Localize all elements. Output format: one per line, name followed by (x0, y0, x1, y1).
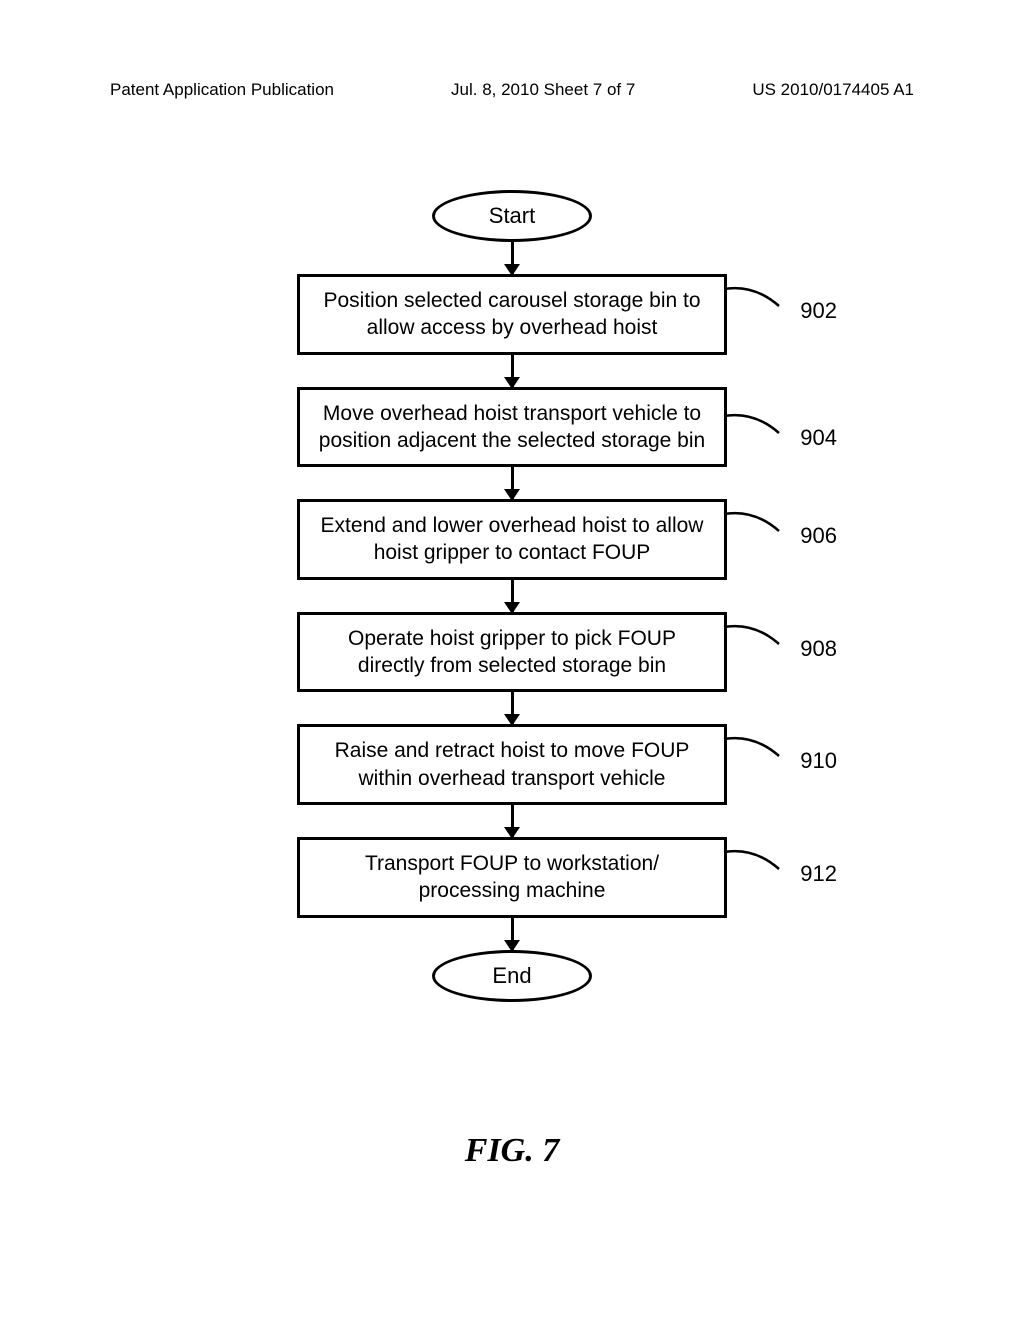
label-912: 912 (800, 861, 837, 887)
end-text: End (492, 963, 531, 989)
label-connector-906 (724, 509, 794, 539)
label-908: 908 (800, 636, 837, 662)
step-910-row: Raise and retract hoist to move FOUP wit… (192, 724, 832, 805)
step-902-text: Position selected carousel storage bin t… (323, 289, 700, 339)
step-910-text: Raise and retract hoist to move FOUP wit… (335, 739, 690, 789)
step-904-text: Move overhead hoist transport vehicle to… (319, 402, 705, 452)
header-right: US 2010/0174405 A1 (752, 80, 914, 100)
arrow-6 (511, 805, 514, 837)
step-908-row: Operate hoist gripper to pick FOUP direc… (192, 612, 832, 693)
step-908: Operate hoist gripper to pick FOUP direc… (297, 612, 727, 693)
caption-text: FIG. 7 (465, 1132, 559, 1169)
step-910: Raise and retract hoist to move FOUP wit… (297, 724, 727, 805)
step-904-row: Move overhead hoist transport vehicle to… (192, 387, 832, 468)
step-912-text: Transport FOUP to workstation/ processin… (365, 852, 659, 902)
label-connector-912 (724, 847, 794, 877)
arrow-5 (511, 692, 514, 724)
step-906: Extend and lower overhead hoist to allow… (297, 499, 727, 580)
label-connector-910 (724, 734, 794, 764)
label-connector-908 (724, 622, 794, 652)
arrow-1 (511, 242, 514, 274)
step-908-text: Operate hoist gripper to pick FOUP direc… (348, 627, 676, 677)
step-904: Move overhead hoist transport vehicle to… (297, 387, 727, 468)
start-terminator: Start (432, 190, 592, 242)
label-906: 906 (800, 523, 837, 549)
start-text: Start (489, 203, 535, 229)
header-center: Jul. 8, 2010 Sheet 7 of 7 (451, 80, 635, 100)
page-header: Patent Application Publication Jul. 8, 2… (0, 80, 1024, 100)
header-left: Patent Application Publication (110, 80, 334, 100)
step-906-row: Extend and lower overhead hoist to allow… (192, 499, 832, 580)
arrow-7 (511, 918, 514, 950)
label-902: 902 (800, 298, 837, 324)
step-912: Transport FOUP to workstation/ processin… (297, 837, 727, 918)
end-terminator: End (432, 950, 592, 1002)
step-902: Position selected carousel storage bin t… (297, 274, 727, 355)
flowchart-diagram: Start Position selected carousel storage… (192, 190, 832, 1002)
step-902-row: Position selected carousel storage bin t… (192, 274, 832, 355)
label-904: 904 (800, 425, 837, 451)
label-connector-902 (724, 284, 794, 314)
label-connector-904 (724, 411, 794, 441)
figure-caption: FIG. 7 (465, 1132, 559, 1170)
step-912-row: Transport FOUP to workstation/ processin… (192, 837, 832, 918)
arrow-2 (511, 355, 514, 387)
label-910: 910 (800, 748, 837, 774)
step-906-text: Extend and lower overhead hoist to allow… (321, 514, 704, 564)
arrow-3 (511, 467, 514, 499)
arrow-4 (511, 580, 514, 612)
